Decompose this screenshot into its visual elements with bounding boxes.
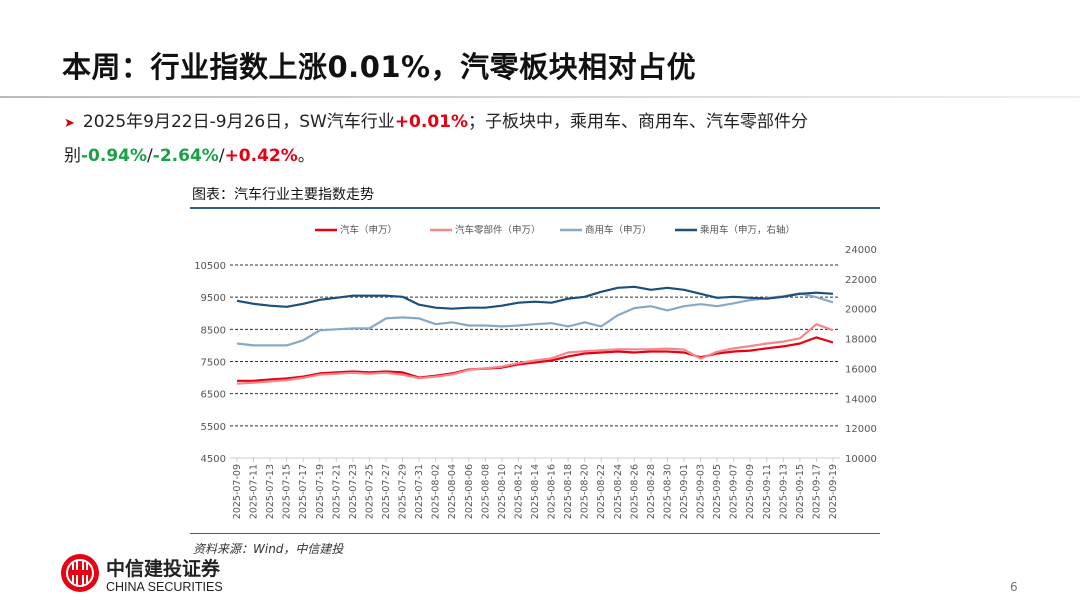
logo-cn-text: 中信建投证券: [106, 557, 221, 580]
y-right-tick-label: 20000: [845, 305, 877, 316]
series-line-0: [237, 336, 834, 382]
y-right-tick-label: 14000: [845, 394, 877, 405]
x-tick-label: 2025-08-12: [513, 464, 524, 519]
x-tick-label: 2025-09-11: [762, 464, 773, 519]
separator: /: [147, 146, 153, 166]
x-tick-label: 2025-07-23: [348, 464, 359, 519]
y-left-tick-label: 9500: [201, 293, 226, 304]
y-left-tick-label: 7500: [201, 358, 226, 369]
x-tick-label: 2025-07-17: [298, 464, 309, 519]
y-right-tick-label: 24000: [845, 245, 877, 256]
x-tick-label: 2025-09-07: [729, 464, 740, 519]
summary-text-mid: ；子板块中，乘用车、商用车、汽车零部件分别: [64, 112, 809, 166]
y-left-tick-label: 5500: [201, 422, 226, 433]
caption-divider: [190, 207, 880, 209]
chart-bottom-divider: [190, 533, 880, 534]
legend-label: 汽车零部件（申万）: [455, 224, 541, 236]
bullet-arrow-icon: ➤: [64, 116, 75, 131]
page-number: 6: [1010, 580, 1018, 594]
summary-suffix: 。: [297, 146, 315, 166]
china-securities-logo: 中信建投证券 CHINA SECURITIES: [60, 553, 240, 601]
x-tick-label: 2025-09-17: [811, 464, 822, 519]
x-tick-label: 2025-09-05: [712, 464, 723, 519]
x-tick-label: 2025-07-13: [265, 464, 276, 519]
y-right-tick-label: 10000: [845, 454, 877, 465]
x-tick-label: 2025-08-04: [447, 464, 458, 519]
x-tick-label: 2025-09-15: [795, 464, 806, 519]
legend-label: 商用车（申万）: [585, 224, 652, 236]
y-right-tick-label: 12000: [845, 424, 877, 435]
x-tick-label: 2025-08-24: [613, 464, 624, 519]
x-tick-label: 2025-08-16: [547, 464, 558, 519]
x-tick-label: 2025-08-28: [646, 464, 657, 519]
x-tick-label: 2025-07-19: [315, 464, 326, 519]
x-tick-label: 2025-07-29: [398, 464, 409, 519]
summary-bullet: ➤ 2025年9月22日-9月26日，SW汽车行业+0.01%；子板块中，乘用车、…: [64, 106, 1024, 172]
y-right-tick-label: 16000: [845, 364, 877, 375]
x-tick-label: 2025-08-10: [497, 464, 508, 519]
series-line-3: [236, 285, 834, 310]
x-tick-label: 2025-08-06: [464, 464, 475, 519]
x-tick-label: 2025-07-15: [282, 464, 293, 519]
y-left-tick-label: 4500: [201, 454, 226, 465]
index-line-chart: 4500 5500 6500 7500 8500 9500 10500 10000 12000 1…: [194, 224, 877, 519]
y-right-tick-label: 18000: [845, 335, 877, 346]
y-left-tick-label: 8500: [201, 325, 226, 336]
x-tick-label: 2025-08-08: [480, 464, 491, 519]
separator: /: [218, 146, 225, 166]
x-tick-label: 2025-08-30: [662, 464, 673, 519]
x-tick-label: 2025-08-18: [563, 464, 574, 519]
x-tick-label: 2025-07-21: [331, 464, 342, 519]
legend-label: 乘用车（申万，右轴）: [700, 224, 795, 236]
chart-caption: 图表：汽车行业主要指数走势: [192, 187, 374, 203]
legend-label: 汽车（申万）: [340, 224, 397, 236]
x-tick-label: 2025-07-27: [381, 464, 392, 519]
x-tick-label: 2025-08-22: [596, 464, 607, 519]
x-tick-label: 2025-09-01: [679, 464, 690, 519]
x-tick-label: 2025-07-11: [249, 464, 260, 519]
page-title: 本周：行业指数上涨0.01%，汽零板块相对占优: [62, 50, 697, 84]
title-divider: [0, 96, 1080, 98]
cv-change: -2.64%: [152, 146, 219, 166]
x-tick-label: 2025-08-14: [530, 464, 541, 519]
source-note: 资料来源：Wind，中信建投: [193, 542, 344, 556]
series-line-1: [236, 323, 834, 385]
x-tick-label: 2025-07-09: [232, 464, 243, 519]
pv-change: -0.94%: [81, 146, 148, 166]
y-left-tick-label: 6500: [201, 390, 226, 401]
y-left-tick-label: 10500: [194, 261, 226, 272]
x-tick-label: 2025-08-26: [629, 464, 640, 519]
x-tick-label: 2025-07-31: [414, 464, 425, 519]
x-tick-label: 2025-09-03: [696, 464, 707, 519]
auto-change: +0.01%: [394, 112, 469, 132]
x-tick-label: 2025-09-19: [828, 464, 839, 519]
x-tick-label: 2025-09-13: [778, 464, 789, 519]
x-tick-label: 2025-08-02: [431, 464, 442, 519]
x-tick-label: 2025-07-25: [364, 464, 375, 519]
logo-en-text: CHINA SECURITIES: [106, 580, 223, 594]
x-tick-label: 2025-08-20: [580, 464, 591, 519]
parts-change: +0.42%: [224, 146, 298, 166]
x-tick-label: 2025-09-09: [745, 464, 756, 519]
y-right-tick-label: 22000: [845, 275, 877, 286]
summary-text: 2025年9月22日-9月26日，SW汽车行业: [82, 112, 395, 132]
series-line-2: [236, 292, 834, 347]
